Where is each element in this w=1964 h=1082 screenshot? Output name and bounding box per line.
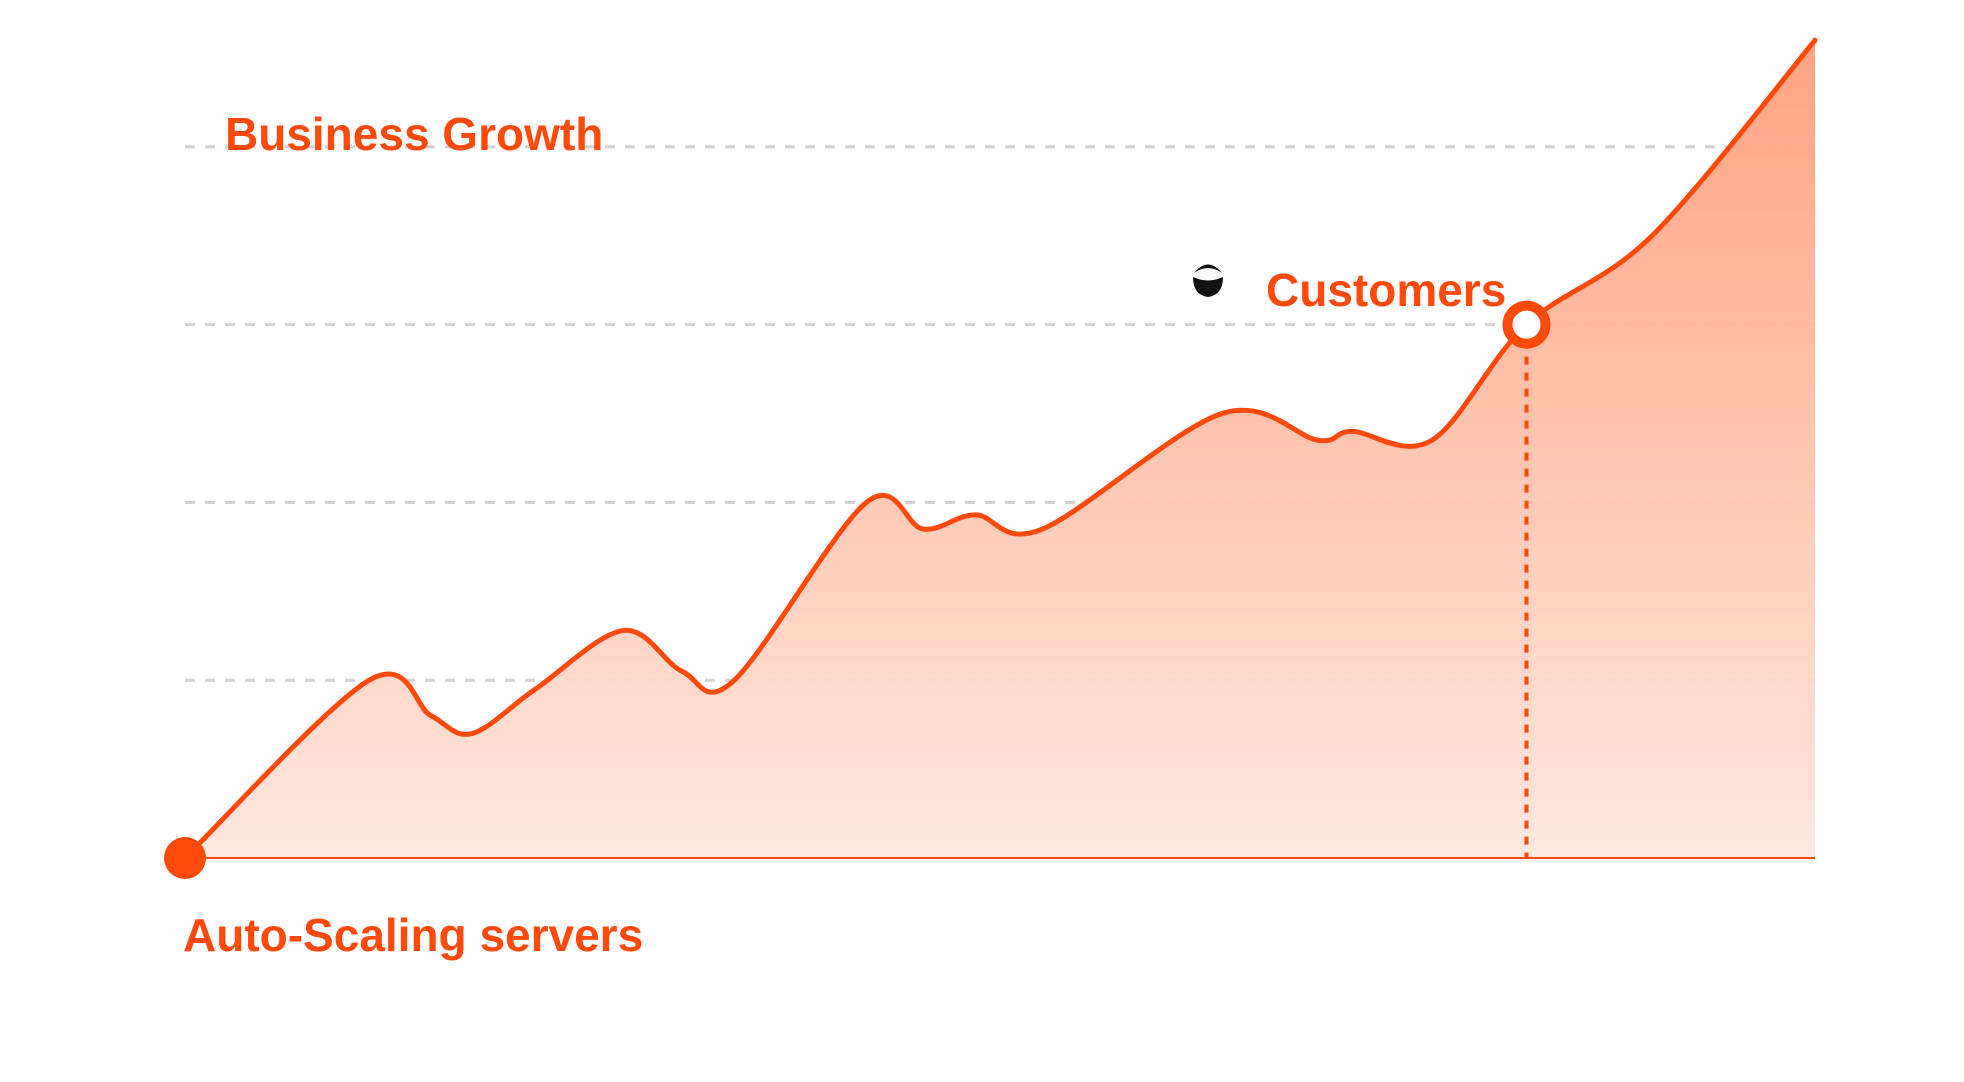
marker-label: Customers (1266, 264, 1506, 316)
area-fill (185, 40, 1815, 859)
icon-head (1193, 277, 1223, 297)
series-line (182, 37, 1818, 861)
origin-point (164, 837, 206, 879)
customers-marker-point (1502, 300, 1551, 349)
origin-label: Auto-Scaling servers (183, 909, 643, 961)
chart-title: Business Growth (225, 108, 603, 160)
icon-cap (1194, 264, 1222, 273)
customers-icon (1193, 264, 1223, 297)
